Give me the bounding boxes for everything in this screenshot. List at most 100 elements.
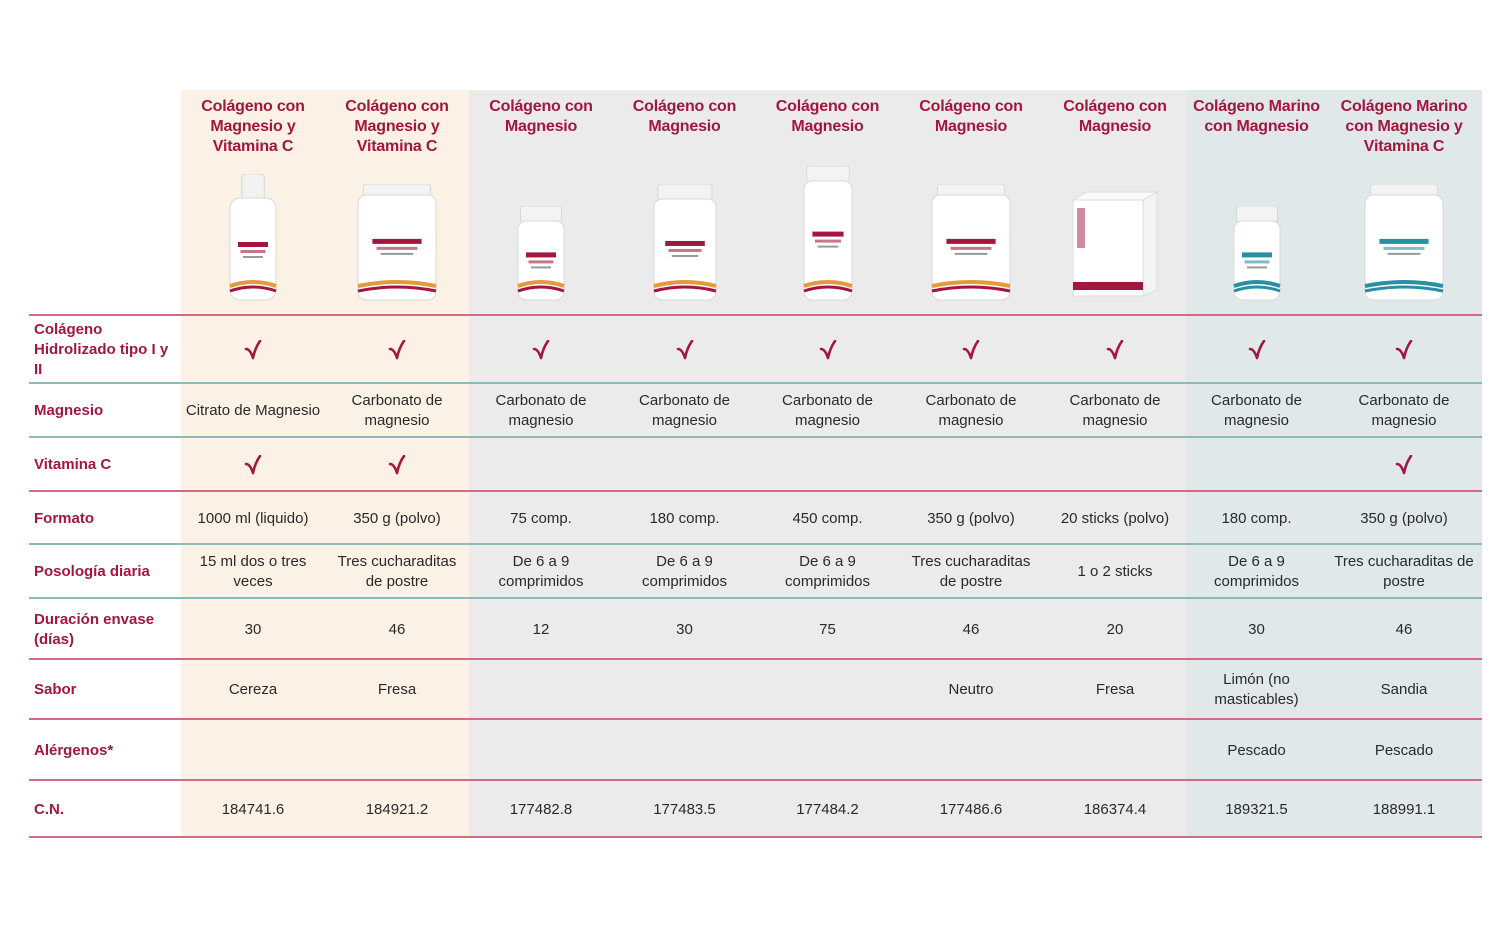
cell-text: 75 comp.	[510, 509, 572, 527]
table-cell: Carbonato de magnesio	[469, 384, 613, 438]
row-label-text: Duración envase (días)	[34, 610, 155, 648]
row-label-text: Sabor	[34, 681, 77, 698]
product-image	[930, 184, 1012, 302]
table-cell: 350 g (polvo)	[899, 492, 1043, 545]
table-cell: Carbonato de magnesio	[756, 384, 899, 438]
row-label-text: C.N.	[34, 800, 64, 818]
check-icon	[388, 340, 406, 360]
table-cell: Tres cucharaditas de postre	[899, 545, 1043, 599]
product-image	[516, 206, 566, 302]
check-icon	[244, 455, 262, 475]
column-title: Colágeno Marino con Magnesio	[1193, 98, 1320, 135]
table-cell: Carbonato de magnesio	[1043, 384, 1187, 438]
row-label: C.N.	[34, 781, 179, 838]
table-cell	[469, 660, 613, 720]
cell-text: Citrato de Magnesio	[185, 402, 321, 419]
table-cell: Carbonato de magnesio	[1326, 384, 1482, 438]
table-cell: 189321.5	[1187, 781, 1326, 838]
column-title: Colágeno con Magnesio	[919, 98, 1023, 135]
row-label-text: Colágeno Hidrolizado tipo I y II	[34, 321, 169, 378]
table-cell: Carbonato de magnesio	[1187, 384, 1326, 438]
cell-text: Carbonato de magnesio	[925, 392, 1017, 429]
table-cell	[613, 720, 756, 781]
row-label: Sabor	[34, 660, 179, 720]
check-cell	[613, 438, 756, 492]
cell-text: Neutro	[948, 681, 994, 698]
table-cell: 20 sticks (polvo)	[1043, 492, 1187, 545]
cell-text: 177482.8	[509, 800, 573, 818]
cell-text: 30	[676, 620, 693, 638]
table-cell: 15 ml dos o tres veces	[181, 545, 325, 599]
row-label: Duración envase (días)	[34, 599, 179, 660]
check-cell	[756, 438, 899, 492]
cell-text: 177483.5	[653, 800, 716, 818]
cell-text: 1 o 2 sticks	[1077, 563, 1153, 580]
check-icon	[962, 340, 980, 360]
table-cell: 46	[899, 599, 1043, 660]
cell-text: Cereza	[228, 681, 278, 698]
table-cell: 75	[756, 599, 899, 660]
cell-text: 350 g (polvo)	[927, 509, 1015, 527]
cell-text: Carbonato de magnesio	[1069, 392, 1161, 429]
table-cell: 184741.6	[181, 781, 325, 838]
cell-text: Sandia	[1380, 681, 1428, 698]
table-cell: 46	[325, 599, 469, 660]
product-image	[802, 166, 854, 302]
table-cell: 180 comp.	[613, 492, 756, 545]
cell-text: 189321.5	[1225, 800, 1288, 818]
cell-text: Tres cucharaditas de postre	[337, 553, 457, 590]
product-image	[228, 174, 278, 302]
row-divider	[29, 490, 1482, 492]
table-cell: 1 o 2 sticks	[1043, 545, 1187, 599]
cell-text: 46	[388, 620, 406, 638]
row-label: Vitamina C	[34, 438, 179, 492]
check-icon	[244, 340, 262, 360]
check-cell	[756, 316, 899, 384]
cell-text: 184921.2	[365, 800, 429, 818]
table-cell	[899, 720, 1043, 781]
cell-text: Carbonato de magnesio	[351, 392, 443, 429]
table-cell: 75 comp.	[469, 492, 613, 545]
cell-text: 1000 ml (liquido)	[197, 509, 309, 527]
check-icon	[388, 455, 406, 475]
table-cell: Neutro	[899, 660, 1043, 720]
table-cell: 30	[613, 599, 756, 660]
check-cell	[181, 316, 325, 384]
table-cell	[756, 660, 899, 720]
table-cell: Tres cucharaditas de postre	[325, 545, 469, 599]
cell-text: 20 sticks (polvo)	[1060, 509, 1170, 527]
check-cell	[181, 438, 325, 492]
table-cell: 177484.2	[756, 781, 899, 838]
table-cell: 177483.5	[613, 781, 756, 838]
column-title: Colágeno con Magnesio	[775, 98, 880, 135]
table-cell: 184921.2	[325, 781, 469, 838]
cell-text: De 6 a 9 comprimidos	[1213, 553, 1300, 590]
table-cell	[1043, 720, 1187, 781]
column-title: Colágeno con Magnesio	[632, 98, 737, 135]
row-label-text: Posología diaria	[34, 563, 150, 580]
check-cell	[1326, 316, 1482, 384]
table-cell: 350 g (polvo)	[1326, 492, 1482, 545]
row-label: Colágeno Hidrolizado tipo I y II	[34, 316, 179, 384]
cell-text: 20	[1106, 620, 1124, 638]
row-label-text: Vitamina C	[34, 456, 112, 473]
cell-text: Limón (no masticables)	[1214, 671, 1299, 708]
table-cell: Cereza	[181, 660, 325, 720]
table-cell: 177486.6	[899, 781, 1043, 838]
table-cell: 46	[1326, 599, 1482, 660]
check-cell	[613, 316, 756, 384]
product-image	[1363, 184, 1445, 302]
table-cell: 30	[1187, 599, 1326, 660]
check-icon	[1395, 340, 1413, 360]
table-cell	[756, 720, 899, 781]
product-image	[1069, 190, 1161, 302]
cell-text: Carbonato de magnesio	[1211, 392, 1302, 429]
row-label: Formato	[34, 492, 179, 545]
table-cell: Carbonato de magnesio	[899, 384, 1043, 438]
check-icon	[1106, 340, 1124, 360]
table-cell: Carbonato de magnesio	[613, 384, 756, 438]
check-cell	[1187, 316, 1326, 384]
column-title: Colágeno con Magnesio y Vitamina C	[345, 98, 449, 155]
cell-text: Carbonato de magnesio	[1358, 392, 1450, 429]
row-label-text: Alérgenos*	[34, 741, 114, 759]
